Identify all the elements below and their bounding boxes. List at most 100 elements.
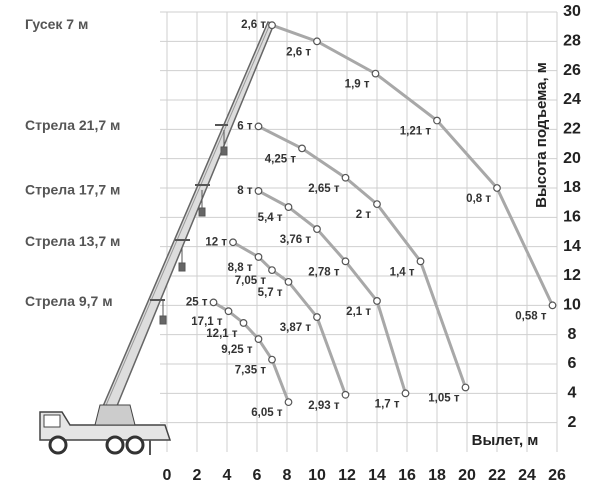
y-tick-label: 12: [563, 267, 581, 284]
y-tick-label: 4: [568, 385, 577, 402]
load-point: [254, 335, 263, 343]
load-label: 6,05 т: [251, 407, 283, 419]
load-label: 2,93 т: [308, 400, 340, 412]
load-point: [433, 116, 441, 125]
y-tick-label: 18: [563, 179, 581, 196]
load-label: 0,58 т: [515, 310, 547, 322]
y-tick-label: 30: [563, 3, 581, 20]
load-point: [548, 301, 557, 310]
load-label: 5,7 т: [258, 287, 283, 299]
load-point: [313, 313, 321, 321]
x-tick-label: 8: [283, 467, 292, 484]
x-tick-label: 24: [518, 467, 536, 484]
y-tick-label: 28: [563, 33, 581, 50]
x-tick-label: 26: [548, 467, 566, 484]
load-label: 2,65 т: [308, 183, 340, 195]
load-label: 12 т: [205, 236, 227, 248]
load-label: 0,8 т: [466, 193, 491, 205]
load-point: [493, 184, 501, 192]
load-point: [341, 390, 350, 399]
load-point: [224, 307, 233, 316]
boom-name: Стрела 9,7 м: [25, 293, 113, 309]
load-label: 12,1 т: [206, 328, 238, 340]
load-point: [298, 144, 306, 153]
boom-name: Стрела 13,7 м: [25, 233, 120, 249]
x-tick-label: 20: [458, 467, 476, 484]
load-point: [284, 398, 293, 407]
load-label: 1,4 т: [390, 266, 415, 278]
load-curve: [257, 125, 467, 388]
load-point: [284, 203, 293, 211]
load-label: 7,05 т: [235, 275, 267, 287]
load-point: [313, 37, 321, 46]
y-tick-label: 6: [568, 355, 577, 372]
load-curve: [257, 189, 407, 394]
load-point: [254, 187, 263, 195]
y-tick-label: 2: [568, 414, 577, 431]
load-label: 2,6 т: [241, 19, 266, 31]
load-label: 1,9 т: [345, 79, 370, 91]
load-label: 5,4 т: [258, 212, 283, 224]
load-label: 4,25 т: [265, 153, 297, 165]
x-tick-label: 18: [428, 467, 446, 484]
y-tick-label: 8: [568, 326, 577, 343]
load-point: [416, 257, 425, 266]
load-point: [229, 238, 237, 247]
load-point: [373, 297, 381, 305]
load-point: [341, 257, 350, 266]
load-label: 3,76 т: [280, 234, 312, 246]
load-point: [341, 173, 350, 182]
x-tick-label: 10: [308, 467, 326, 484]
load-point: [254, 253, 263, 261]
y-tick-label: 22: [563, 121, 581, 138]
boom-name: Стрела 17,7 м: [25, 182, 120, 198]
load-label: 7,35 т: [235, 365, 267, 377]
load-label: 1,21 т: [400, 126, 432, 138]
x-axis-title: Вылет, м: [472, 432, 539, 449]
load-point: [371, 69, 380, 78]
y-tick-label: 20: [563, 150, 581, 167]
load-point: [284, 277, 293, 286]
load-label: 1,05 т: [428, 392, 460, 404]
load-point: [239, 319, 248, 327]
load-label: 8 т: [237, 185, 253, 197]
load-curve: [271, 23, 554, 306]
y-tick-label: 24: [563, 91, 581, 108]
boom-name: Гусек 7 м: [25, 16, 88, 32]
x-tick-label: 16: [398, 467, 416, 484]
y-tick-label: 14: [563, 238, 581, 255]
load-label: 2,6 т: [286, 46, 311, 58]
load-label: 6 т: [237, 120, 253, 132]
load-label: 17,1 т: [191, 316, 223, 328]
x-tick-label: 2: [193, 467, 202, 484]
x-tick-label: 12: [338, 467, 356, 484]
y-axis-title: Высота подъема, м: [533, 62, 550, 208]
load-point: [373, 200, 381, 209]
curves: 2,6 т 2,6 т 1,9 т 1,21 т 0,8 т 0,58 т 6 т 4,25 …: [186, 19, 557, 419]
load-label: 2 т: [356, 209, 372, 221]
load-point: [268, 355, 276, 364]
load-label: 3,87 т: [280, 322, 312, 334]
load-curve: [232, 240, 347, 396]
load-label: 25 т: [186, 296, 208, 308]
load-label: 8,8 т: [228, 262, 253, 274]
load-label: 2,1 т: [346, 306, 371, 318]
x-tick-label: 22: [488, 467, 506, 484]
load-point: [209, 298, 218, 307]
load-label: 1,7 т: [375, 398, 400, 410]
x-tick-label: 4: [223, 467, 232, 484]
load-point: [401, 389, 410, 398]
y-tick-label: 16: [563, 209, 581, 226]
x-tick-label: 0: [163, 467, 172, 484]
load-point: [268, 266, 276, 275]
boom-name: Стрела 21,7 м: [25, 117, 120, 133]
y-tick-label: 10: [563, 297, 581, 314]
x-tick-label: 6: [253, 467, 262, 484]
load-point: [268, 21, 276, 30]
grid: [160, 11, 558, 452]
x-tick-label: 14: [368, 467, 386, 484]
load-label: 2,78 т: [308, 266, 340, 278]
y-tick-label: 26: [563, 62, 581, 79]
load-point: [313, 225, 321, 233]
